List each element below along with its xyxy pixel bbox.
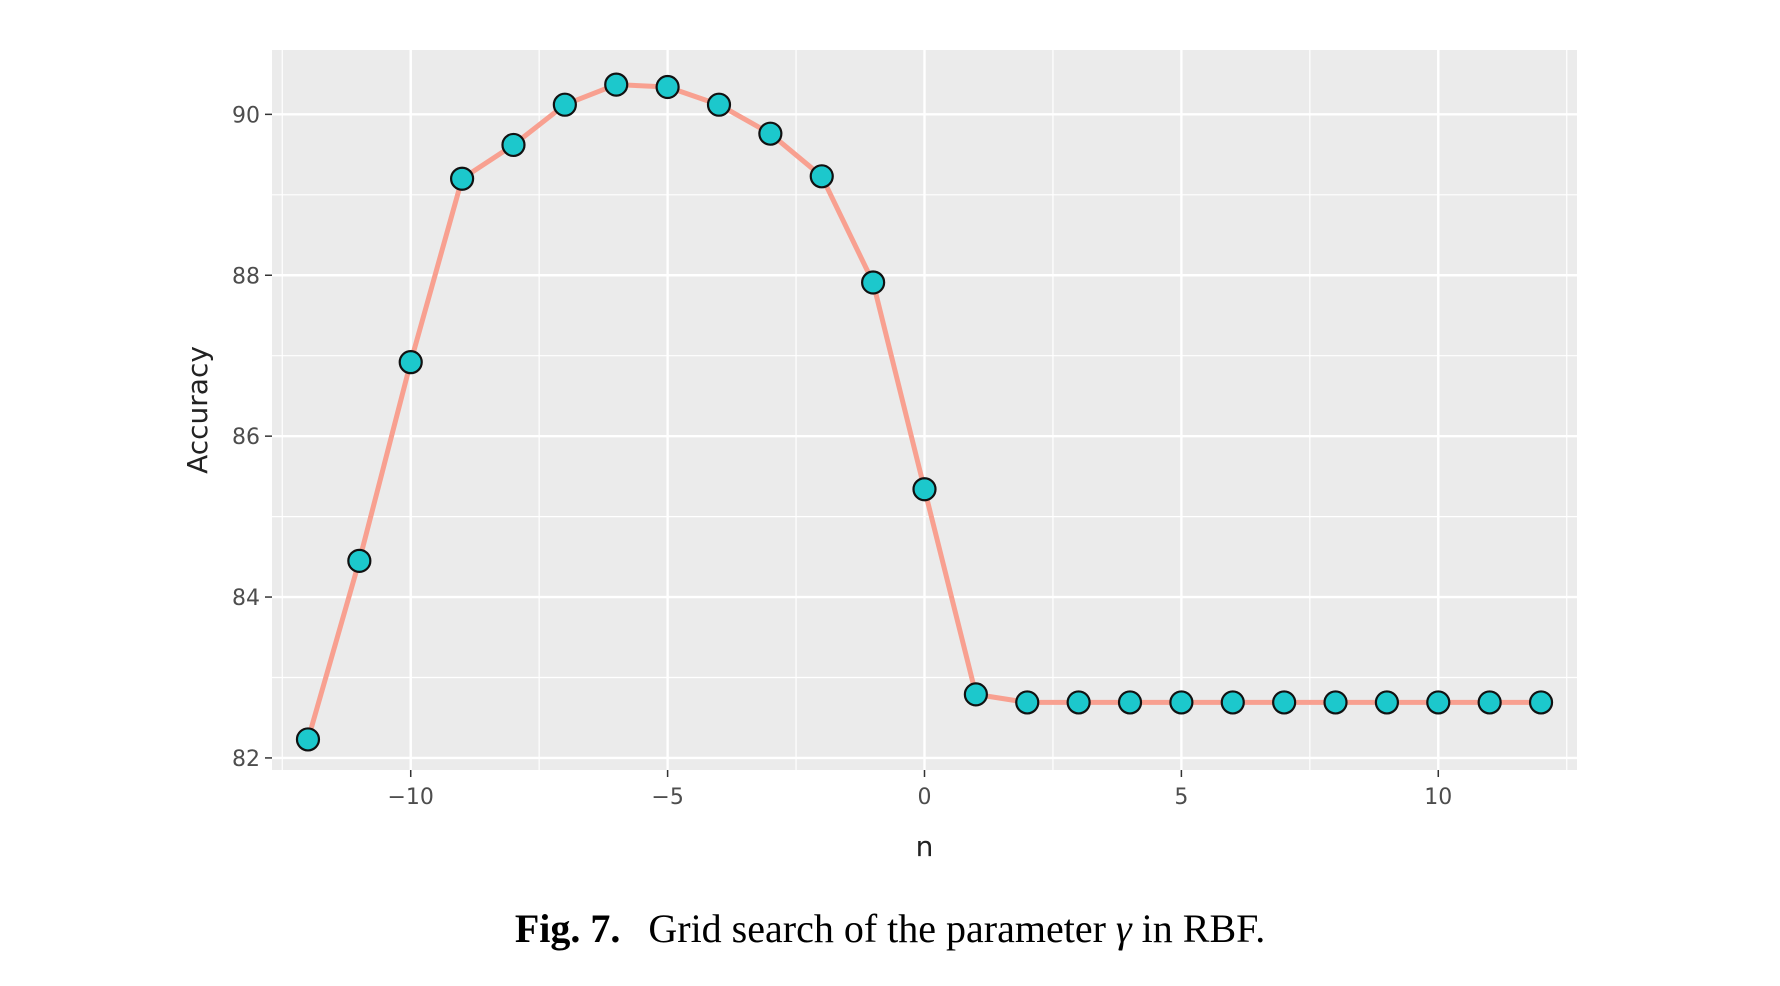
x-tick-label: −10 xyxy=(388,785,434,810)
data-point xyxy=(758,121,783,146)
data-point xyxy=(449,166,475,191)
y-tick-label: 90 xyxy=(232,103,260,128)
y-tick-label: 84 xyxy=(232,586,260,611)
data-point xyxy=(963,682,988,707)
data-point xyxy=(604,72,629,97)
data-point xyxy=(1374,690,1400,715)
data-point xyxy=(1323,690,1348,715)
x-tick-labels: −10 −5 0 5 10 xyxy=(388,785,1453,810)
data-point xyxy=(347,548,372,573)
y-tick-labels: 82 84 86 88 90 xyxy=(232,103,260,772)
data-point xyxy=(1426,690,1451,715)
data-point xyxy=(861,270,886,295)
data-point xyxy=(1169,690,1194,715)
data-points xyxy=(295,72,1554,752)
caption-symbol: γ xyxy=(1115,906,1132,951)
data-point xyxy=(655,74,680,100)
data-point xyxy=(1015,690,1040,715)
caption-text-before: Grid search of the parameter xyxy=(648,906,1106,951)
data-point xyxy=(501,132,526,158)
x-tick-label: 0 xyxy=(918,785,932,810)
data-point xyxy=(1117,690,1143,715)
data-point xyxy=(1477,690,1502,715)
data-point xyxy=(1220,690,1245,715)
data-point xyxy=(398,350,423,375)
caption-text-after: in RBF. xyxy=(1141,906,1266,951)
x-tick-label: 10 xyxy=(1424,785,1452,810)
x-tick-label: 5 xyxy=(1174,785,1188,810)
data-point xyxy=(706,92,732,117)
caption-label: Fig. 7. xyxy=(514,906,621,951)
y-tick-label: 88 xyxy=(232,264,260,289)
major-gridlines xyxy=(272,50,1577,770)
x-axis-title: n xyxy=(916,830,934,863)
data-point xyxy=(809,164,834,189)
data-point xyxy=(295,727,321,752)
data-point xyxy=(1272,690,1297,715)
figure-caption: Fig. 7. Grid search of the parameter γ i… xyxy=(0,905,1780,952)
axis-tick-marks xyxy=(265,113,1440,777)
x-tick-label: −5 xyxy=(651,785,683,810)
data-point xyxy=(912,477,937,502)
data-point xyxy=(1528,690,1554,715)
y-axis-title: Accuracy xyxy=(181,346,214,474)
y-tick-label: 86 xyxy=(232,425,260,450)
data-point xyxy=(552,92,577,117)
data-point xyxy=(1066,690,1091,715)
y-tick-label: 82 xyxy=(232,747,260,772)
